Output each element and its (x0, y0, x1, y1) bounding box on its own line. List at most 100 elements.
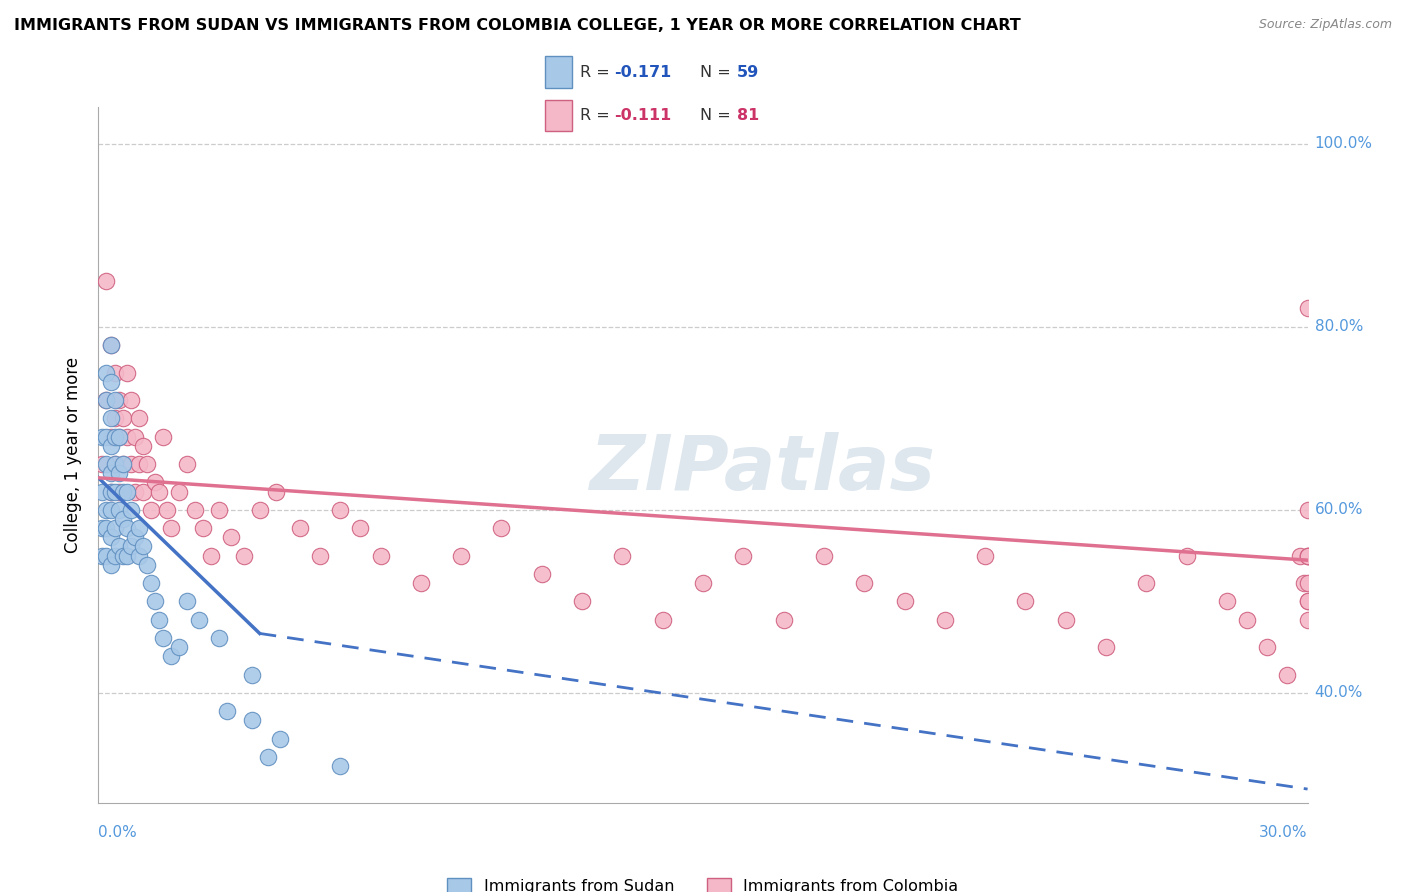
Point (148, 484, 170, 499)
Point (115, 549, 138, 563)
Text: R =: R = (579, 64, 614, 79)
Point (103, 484, 125, 499)
Point (813, 549, 835, 563)
Point (96, 274, 118, 288)
Point (96, 549, 118, 563)
Point (329, 759, 352, 773)
Point (139, 576, 162, 591)
Point (152, 631, 174, 645)
Point (1288, 549, 1310, 563)
Point (450, 549, 472, 563)
Point (115, 366, 138, 380)
Point (103, 521, 125, 535)
Point (100, 484, 122, 499)
Point (103, 457, 125, 471)
Point (111, 457, 134, 471)
Point (193, 521, 215, 535)
Point (1216, 594, 1239, 608)
Point (530, 566, 553, 581)
Point (100, 439, 122, 453)
Point (115, 521, 138, 535)
Text: N =: N = (700, 64, 735, 79)
Text: IMMIGRANTS FROM SUDAN VS IMMIGRANTS FROM COLOMBIA COLLEGE, 1 YEAR OR MORE CORREL: IMMIGRANTS FROM SUDAN VS IMMIGRANTS FROM… (14, 18, 1021, 33)
Point (1292, 576, 1315, 591)
Point (974, 549, 997, 563)
Point (1277, 667, 1299, 681)
Point (249, 503, 271, 517)
Point (143, 594, 166, 608)
Point (100, 530, 122, 544)
Point (103, 457, 125, 471)
Text: ZIPatlas: ZIPatlas (591, 432, 936, 506)
Point (349, 521, 371, 535)
Point (111, 457, 134, 471)
Y-axis label: College, 1 year or more: College, 1 year or more (65, 357, 83, 553)
Point (91, 521, 114, 535)
Point (1014, 594, 1036, 608)
Point (184, 503, 207, 517)
Legend: Immigrants from Sudan, Immigrants from Colombia: Immigrants from Sudan, Immigrants from C… (441, 871, 965, 892)
Point (217, 704, 239, 718)
Point (240, 714, 263, 728)
Text: 81: 81 (737, 108, 759, 123)
Point (107, 392, 129, 407)
Point (1054, 613, 1077, 627)
Point (135, 558, 157, 572)
Point (111, 484, 134, 499)
Point (188, 613, 211, 627)
Text: -0.171: -0.171 (614, 64, 672, 79)
Point (96, 457, 118, 471)
Point (100, 338, 122, 352)
Point (221, 530, 243, 544)
Point (100, 467, 122, 481)
Point (240, 667, 263, 681)
Point (132, 540, 155, 554)
Point (103, 429, 125, 443)
Point (103, 411, 125, 425)
Point (692, 576, 714, 591)
Point (100, 375, 122, 389)
Point (269, 731, 291, 746)
Point (120, 457, 142, 471)
Point (111, 411, 134, 425)
Text: 80.0%: 80.0% (1315, 319, 1362, 334)
Point (107, 540, 129, 554)
Text: 0.0%: 0.0% (98, 825, 138, 840)
Point (96, 392, 118, 407)
Point (1296, 549, 1319, 563)
Point (91, 484, 114, 499)
Point (1296, 594, 1319, 608)
Point (148, 613, 170, 627)
Point (132, 484, 155, 499)
Point (167, 484, 190, 499)
Point (100, 338, 122, 352)
Point (107, 429, 129, 443)
Point (128, 457, 150, 471)
Point (288, 521, 311, 535)
Point (571, 594, 593, 608)
Point (1296, 301, 1319, 316)
Point (96, 521, 118, 535)
Point (934, 613, 956, 627)
Point (128, 549, 150, 563)
Point (264, 484, 287, 499)
Point (208, 631, 231, 645)
Point (1236, 613, 1258, 627)
Point (100, 429, 122, 443)
Point (115, 429, 138, 443)
Point (256, 750, 278, 764)
Point (1296, 576, 1319, 591)
Point (1296, 549, 1319, 563)
Point (107, 503, 129, 517)
Point (103, 392, 125, 407)
Point (115, 484, 138, 499)
Point (651, 613, 673, 627)
Point (111, 512, 134, 526)
Point (309, 549, 332, 563)
Point (107, 467, 129, 481)
Point (491, 521, 513, 535)
Point (96, 429, 118, 443)
Point (1175, 549, 1198, 563)
Bar (546, 56, 572, 87)
Text: -0.111: -0.111 (614, 108, 672, 123)
